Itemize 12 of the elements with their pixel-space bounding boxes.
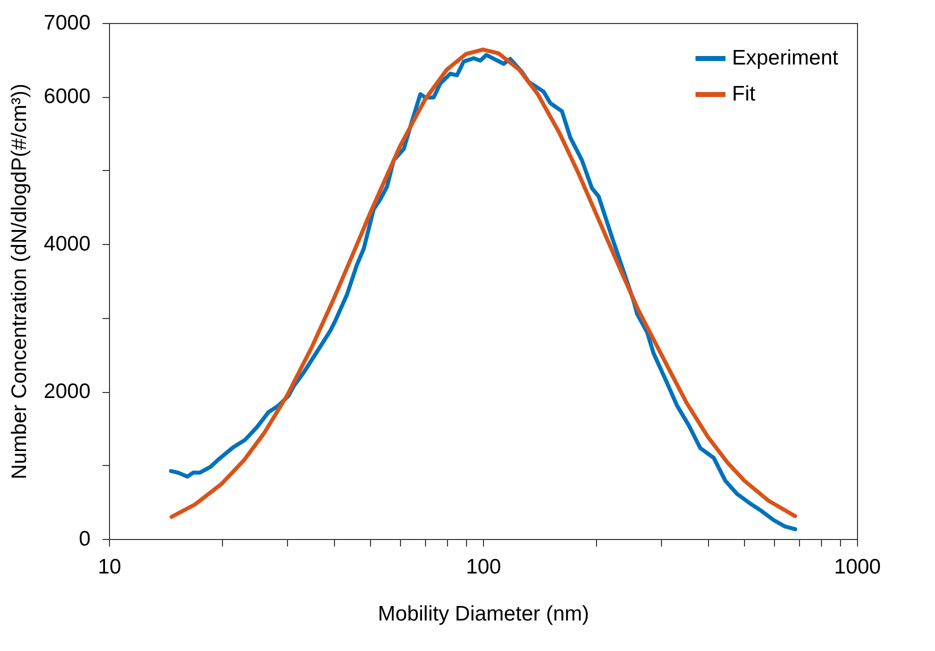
- y-tick-label: 2000: [44, 380, 90, 404]
- y-tick-label: 0: [78, 528, 90, 550]
- x-axis-title: Mobility Diameter (nm): [378, 602, 590, 626]
- y-tick-label: 7000: [44, 12, 90, 34]
- y-tick-label: 4000: [44, 232, 90, 256]
- y-axis-title: Number Concentration (dN/dlogdP(#/cm³)): [8, 84, 31, 480]
- legend-label: Experiment: [732, 46, 838, 70]
- legend-label: Fit: [732, 82, 756, 106]
- x-tick-label: 1000: [834, 556, 881, 578]
- y-tick-label: 6000: [44, 85, 90, 108]
- x-tick-label: 10: [98, 556, 122, 578]
- x-tick-label: 100: [466, 556, 502, 578]
